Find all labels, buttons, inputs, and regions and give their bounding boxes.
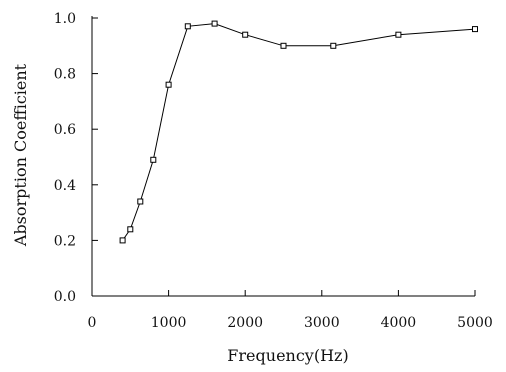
y-tick-label: 0.4: [54, 178, 76, 194]
data-point-marker: [330, 42, 337, 49]
chart-axes: [91, 16, 475, 297]
data-point-marker: [119, 237, 126, 244]
y-axis-title: Absorption Coefficient: [11, 63, 30, 247]
y-tick-label: 0.0: [54, 289, 76, 305]
chart-ticks: 0.0 0.2 0.4 0.6 0.8 1.0 0 1000 2000 3000 4000 5000: [54, 11, 493, 331]
chart-plot-area: [119, 20, 478, 244]
series-line: [122, 23, 476, 241]
data-point-marker: [165, 81, 172, 88]
data-point-marker: [242, 31, 249, 38]
data-point-marker: [472, 26, 478, 33]
data-point-marker: [211, 20, 218, 27]
x-tick-label: 1000: [151, 315, 187, 331]
data-point-marker: [137, 198, 144, 205]
x-tick-label: 3000: [304, 315, 340, 331]
x-tick-label: 5000: [457, 315, 493, 331]
data-point-marker: [184, 23, 191, 30]
data-point-marker: [127, 226, 134, 233]
y-tick-label: 0.8: [54, 67, 76, 83]
data-point-marker: [395, 31, 402, 38]
x-tick-label: 4000: [381, 315, 417, 331]
x-tick-label: 0: [88, 315, 97, 331]
data-point-marker: [150, 156, 157, 163]
x-axis-title: Frequency(Hz): [227, 346, 348, 365]
y-tick-label: 0.6: [54, 122, 76, 138]
y-tick-label: 0.2: [54, 233, 76, 249]
y-tick-label: 1.0: [54, 11, 76, 27]
x-tick-label: 2000: [227, 315, 263, 331]
data-point-marker: [280, 42, 287, 49]
